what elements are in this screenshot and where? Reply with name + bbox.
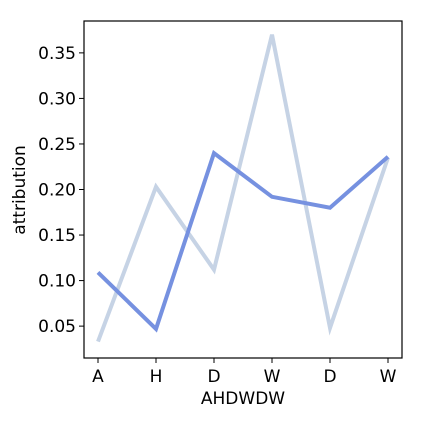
x-tick-label-1: A	[92, 367, 104, 387]
x-axis-title: AHDWDW	[201, 389, 285, 409]
x-tick-label-3: D	[207, 367, 220, 387]
y-axis-title: attribution	[10, 145, 30, 235]
y-tick-label-0.05: 0.05	[38, 317, 76, 337]
y-tick-label-0.30: 0.30	[38, 89, 76, 109]
y-tick-label-0.25: 0.25	[38, 135, 76, 155]
x-tick-label-2: H	[150, 367, 163, 387]
y-tick-label-0.10: 0.10	[38, 272, 76, 292]
x-tick-label-6: W	[380, 367, 397, 387]
x-tick-label-5: D	[323, 367, 336, 387]
y-tick-label-0.15: 0.15	[38, 226, 76, 246]
x-tick-label-4: W	[264, 367, 281, 387]
y-tick-label-0.20: 0.20	[38, 181, 76, 201]
y-tick-label-0.35: 0.35	[38, 44, 76, 64]
